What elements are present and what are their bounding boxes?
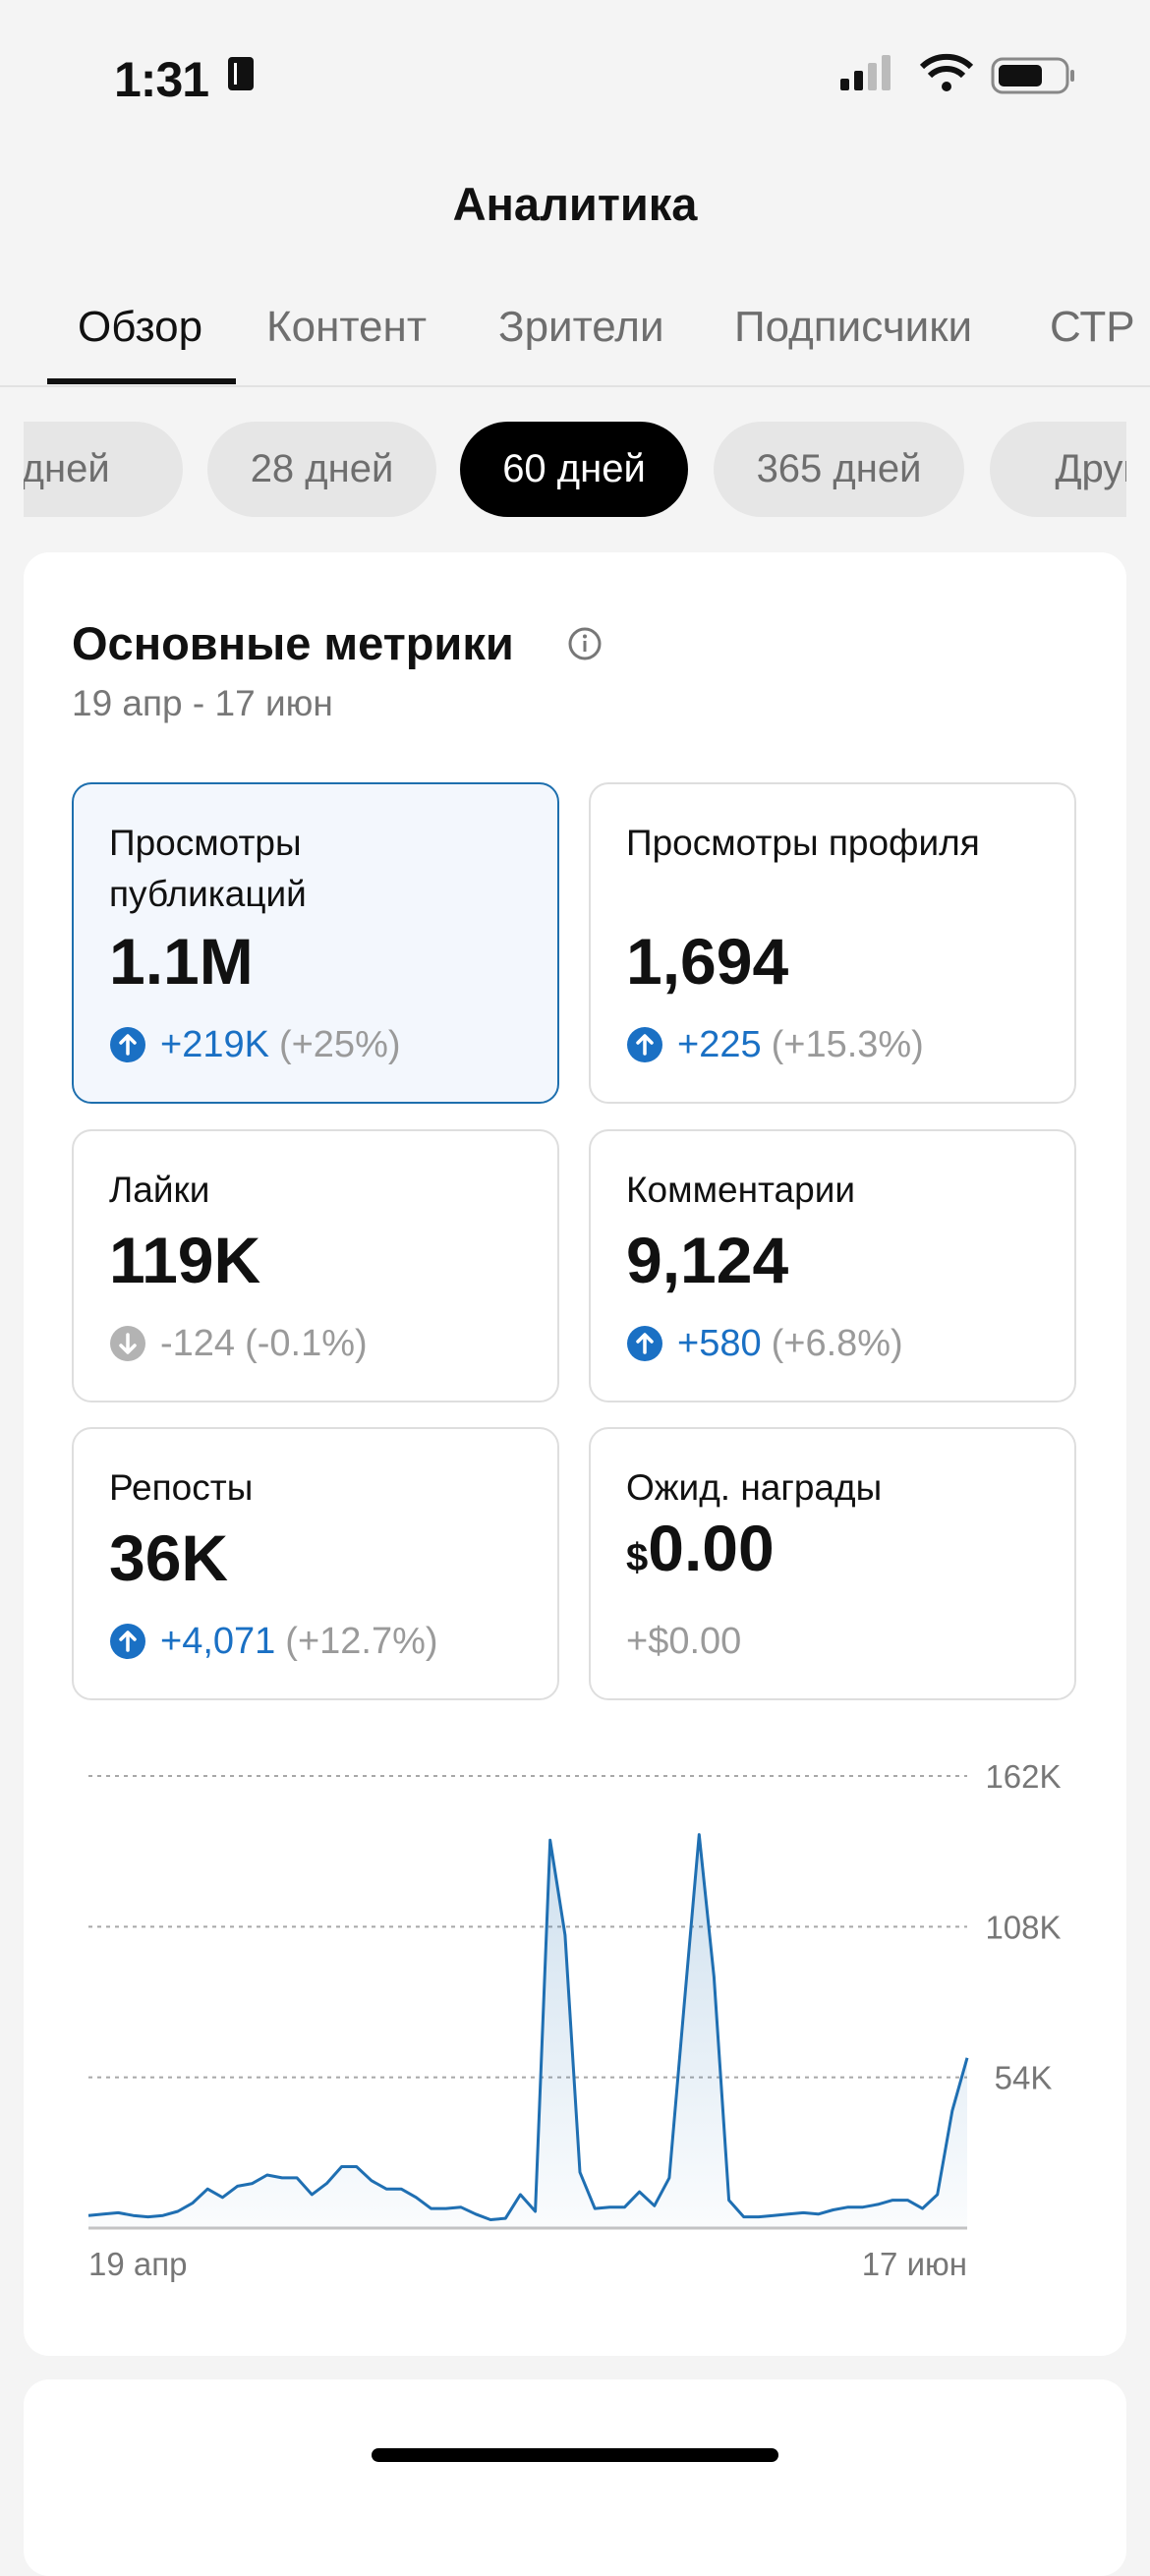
change-percent: (+12.7%) (285, 1621, 438, 1662)
line-series (87, 1833, 969, 2221)
tab[interactable]: Зрители (498, 303, 664, 351)
tab[interactable]: Обзор (78, 303, 203, 351)
date-range: 19 апр - 17 июн (72, 683, 333, 723)
tab[interactable]: Контент (266, 303, 427, 351)
trend-icon (110, 1326, 145, 1361)
metric-label: Просмотры профиля (626, 823, 980, 863)
value-text: 119K (109, 1224, 261, 1296)
change-percent: (+6.8%) (771, 1323, 903, 1364)
metric-label: Репосты (109, 1467, 254, 1508)
trend-arrow (636, 1034, 654, 1056)
metric-change: +4,071 (+12.7%) (109, 1616, 438, 1667)
metric-label: Комментарии (626, 1170, 856, 1210)
metric-change: +225 (+15.3%) (626, 1019, 924, 1070)
metric-box[interactable]: Комментарии 9,124 +580 (+6.8%) (589, 1129, 1076, 1402)
change-value: +580 (677, 1323, 762, 1364)
metric-value: 119K (109, 1225, 260, 1295)
value-text: 0.00 (648, 1512, 775, 1584)
change-value: +$0.00 (626, 1621, 742, 1662)
tab[interactable]: СТР (1050, 303, 1135, 351)
metric-box[interactable]: Ожид. награды $0.00 +$0.00 (589, 1427, 1076, 1700)
x-tick-label: 19 апр (88, 2246, 187, 2282)
metric-label: Просмотры публикаций (109, 823, 307, 914)
next-card (24, 2379, 1126, 2576)
currency: $ (626, 1536, 649, 1579)
screen-title: Аналитика (452, 178, 698, 230)
trend-arrow (119, 1333, 137, 1354)
trend-arrow (119, 1631, 137, 1652)
period-pill[interactable]: Другое (990, 422, 1126, 517)
trend-arrow (119, 1034, 137, 1056)
metric-value: 36K (109, 1522, 228, 1593)
value-text: 1,694 (626, 925, 789, 998)
period-pill[interactable]: 28 дней (207, 422, 436, 517)
metric-value: 1,694 (626, 926, 788, 997)
metric-value: 1.1M (109, 926, 254, 997)
trend-icon (627, 1027, 662, 1062)
change-percent: (-0.1%) (245, 1323, 368, 1364)
y-tick-label: 108K (985, 1909, 1061, 1945)
area-fill (88, 1834, 967, 2228)
metric-value: 9,124 (626, 1225, 788, 1295)
change-value: +4,071 (160, 1621, 276, 1662)
metric-box[interactable]: Просмотры профиля 1,694 +225 (+15.3%) (589, 782, 1076, 1104)
change-percent: (+15.3%) (771, 1024, 924, 1065)
trend-icon (110, 1027, 145, 1062)
period-pill[interactable]: 60 дней (460, 422, 688, 517)
tab[interactable]: Подписчики (734, 303, 973, 351)
tab-bar: Обзор Контент Зрители Подписчики СТР (0, 295, 1150, 385)
info-icon[interactable] (568, 626, 607, 665)
period-pill[interactable]: 365 дней (714, 422, 964, 517)
status-icons (228, 53, 1074, 94)
trend-icon (627, 1326, 662, 1361)
metric-label: Лайки (109, 1170, 210, 1210)
change-percent: (+25%) (278, 1024, 401, 1065)
metric-box[interactable]: Репосты 36K +4,071 (+12.7%) (72, 1427, 559, 1700)
page: {"status_bar":{"time":"1:31"}, "header":… (0, 52, 1150, 2576)
tab-underline (47, 378, 236, 384)
metric-change: +580 (+6.8%) (626, 1318, 903, 1369)
value-text: 9,124 (626, 1224, 789, 1296)
metric-value: $0.00 (626, 1513, 775, 1593)
y-tick-label: 54K (995, 2060, 1053, 2096)
period-pill[interactable]: 7 дней (24, 422, 183, 517)
home-indicator (372, 2448, 778, 2462)
y-tick-label: 162K (985, 1758, 1061, 1795)
metric-label: Ожид. награды (626, 1467, 883, 1508)
value-text: 36K (109, 1521, 229, 1594)
metric-box[interactable]: Просмотры публикаций 1.1M +219K (+25%) (72, 782, 559, 1104)
change-value: +225 (677, 1024, 762, 1065)
x-tick-label: 17 июн (862, 2246, 967, 2282)
period-selector: 7 дней 28 дней 60 дней 365 дней Другое (24, 422, 1126, 517)
change-value: +219K (160, 1024, 269, 1065)
metric-change: -124 (-0.1%) (109, 1318, 368, 1369)
status-time: 1:31 (114, 52, 209, 107)
value-text: 1.1M (109, 925, 254, 998)
metric-box[interactable]: Лайки 119K -124 (-0.1%) (72, 1129, 559, 1402)
trend-arrow (636, 1333, 654, 1354)
card-title: Основные метрики (72, 617, 514, 669)
divider (0, 385, 1150, 387)
change-value: -124 (160, 1323, 236, 1364)
metric-change: +$0.00 (626, 1616, 741, 1667)
trend-icon (110, 1624, 145, 1659)
chart: 54K 108K 162K 19 апр 17 июн (87, 1758, 1062, 2282)
metric-change: +219K (+25%) (109, 1019, 401, 1070)
